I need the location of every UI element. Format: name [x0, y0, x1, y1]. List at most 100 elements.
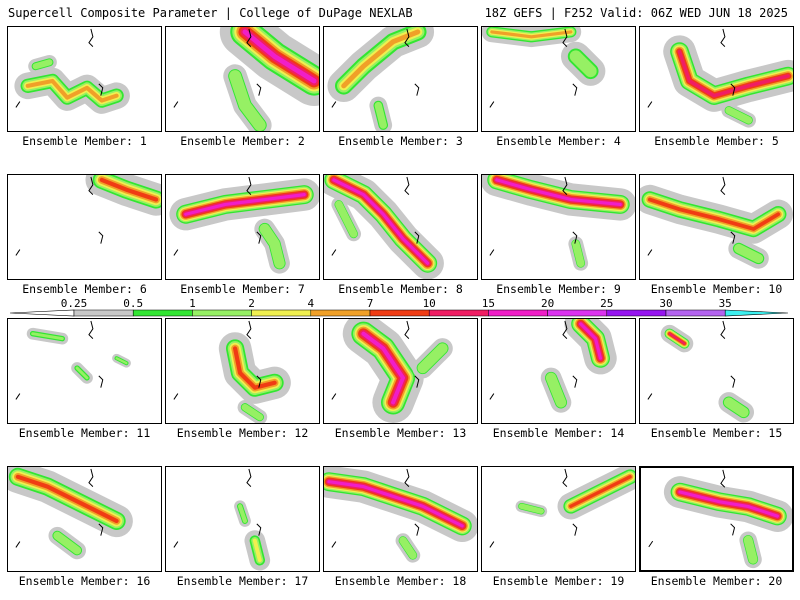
ensemble-map-5[interactable] [639, 26, 794, 132]
scp-contour-1 [743, 535, 758, 564]
ensemble-map-16[interactable] [7, 466, 162, 572]
coastline [15, 28, 104, 108]
ensemble-member-label: Ensemble Member: 20 [650, 574, 783, 588]
ensemble-member-label: Ensemble Member: 4 [496, 134, 621, 148]
colorbar-segment-0.5 [132, 309, 193, 317]
scp-contour-1 [725, 106, 753, 124]
scp-contour-10 [677, 49, 790, 98]
ensemble-member-label: Ensemble Member: 11 [18, 426, 151, 440]
valid-time: 18Z GEFS | F252 Valid: 06Z WED JUN 18 20… [484, 6, 788, 20]
ensemble-map-11[interactable] [7, 318, 162, 424]
ensemble-map-18[interactable] [323, 466, 478, 572]
ensemble-member-label: Ensemble Member: 8 [338, 282, 463, 296]
colorbar-segment-2 [251, 309, 312, 317]
ensemble-map-14[interactable] [481, 318, 636, 424]
ensemble-map-17[interactable] [165, 466, 320, 572]
colorbar-segment-20 [547, 309, 608, 317]
scp-contour-2 [252, 538, 262, 563]
coastline [15, 176, 104, 256]
page-title: Supercell Composite Parameter | College … [8, 6, 413, 20]
scp-contour-1 [31, 332, 64, 341]
scp-contour-7 [99, 177, 159, 202]
scp-contour-4 [490, 30, 573, 39]
ensemble-member-label: Ensemble Member: 1 [22, 134, 147, 148]
scp-contour-1 [32, 59, 53, 70]
coastline [489, 468, 578, 548]
coastline [647, 176, 736, 256]
coastline [15, 320, 104, 400]
ensemble-map-8[interactable] [323, 174, 478, 280]
coastline [15, 468, 104, 548]
scp-contour-1 [335, 200, 358, 238]
ensemble-map-2[interactable] [165, 26, 320, 132]
scp-contour-1 [75, 366, 89, 380]
scp-contour-1 [518, 503, 544, 514]
colorbar-tick-label: 15 [482, 297, 495, 310]
ensemble-map-4[interactable] [481, 26, 636, 132]
coastline [173, 28, 262, 108]
scp-contour-15 [242, 29, 317, 84]
colorbar-segment-7 [369, 309, 430, 317]
scp-contour-1 [259, 223, 285, 269]
scp-contour-7 [647, 197, 781, 231]
coastline [648, 469, 736, 548]
coastline [489, 28, 578, 108]
ensemble-map-20[interactable] [639, 466, 794, 572]
coastline [331, 28, 420, 108]
scp-contour-1 [115, 357, 128, 365]
colorbar-tick-label: 10 [423, 297, 436, 310]
scp-contour-1 [734, 243, 764, 264]
colorbar-segment-25 [606, 309, 667, 317]
coastline [647, 28, 736, 108]
colorbar-tick-label: 35 [719, 297, 732, 310]
scp-contour-1 [241, 403, 264, 421]
scp-contour-15 [332, 178, 430, 265]
ensemble-member-label: Ensemble Member: 15 [650, 426, 783, 440]
ensemble-map-15[interactable] [639, 318, 794, 424]
ensemble-map-1[interactable] [7, 26, 162, 132]
ensemble-map-10[interactable] [639, 174, 794, 280]
scp-contour-1 [229, 70, 266, 131]
scp-contour-7 [232, 346, 277, 390]
coastline [331, 176, 420, 256]
ensemble-map-6[interactable] [7, 174, 162, 280]
coastline [173, 320, 262, 400]
ensemble-map-13[interactable] [323, 318, 478, 424]
ensemble-map-3[interactable] [323, 26, 478, 132]
ensemble-member-label: Ensemble Member: 16 [18, 574, 151, 588]
scp-contour-1 [237, 504, 248, 524]
scp-contour-15 [184, 193, 306, 216]
scp-contour-15 [361, 331, 405, 405]
scp-contour-1 [417, 343, 448, 374]
header: Supercell Composite Parameter | College … [0, 0, 800, 24]
coastline [489, 176, 578, 256]
coastline [173, 176, 262, 256]
colorbar-segment-10 [428, 309, 489, 317]
colorbar: 0.25 0.5 1 2 4 7 10 15 20 25 30 35 [10, 296, 790, 322]
colorbar-segment-15 [488, 309, 548, 317]
scp-contour-15 [327, 480, 464, 528]
scp-contour-4 [25, 78, 119, 103]
ensemble-map-12[interactable] [165, 318, 320, 424]
colorbar-tick-label: 4 [307, 297, 314, 310]
scp-contour-15 [495, 178, 622, 207]
ensemble-map-19[interactable] [481, 466, 636, 572]
colorbar-left-arrow [10, 309, 75, 317]
ensemble-member-label: Ensemble Member: 6 [22, 282, 147, 296]
scp-contour-15 [678, 490, 779, 518]
colorbar-right-arrow [724, 309, 789, 317]
scp-contour-1 [569, 50, 597, 78]
colorbar-tick-label: 0.25 [61, 297, 88, 310]
ensemble-member-label: Ensemble Member: 2 [180, 134, 305, 148]
colorbar-tick-label: 20 [541, 297, 554, 310]
ensemble-member-label: Ensemble Member: 5 [654, 134, 779, 148]
scp-contour-4 [341, 29, 421, 89]
ensemble-member-label: Ensemble Member: 12 [176, 426, 309, 440]
ensemble-member-label: Ensemble Member: 19 [492, 574, 625, 588]
coastline [173, 468, 262, 548]
ensemble-map-9[interactable] [481, 174, 636, 280]
ensemble-map-7[interactable] [165, 174, 320, 280]
ensemble-member-label: Ensemble Member: 13 [334, 426, 467, 440]
scp-contour-1 [53, 531, 82, 555]
colorbar-segment-30 [665, 309, 726, 317]
